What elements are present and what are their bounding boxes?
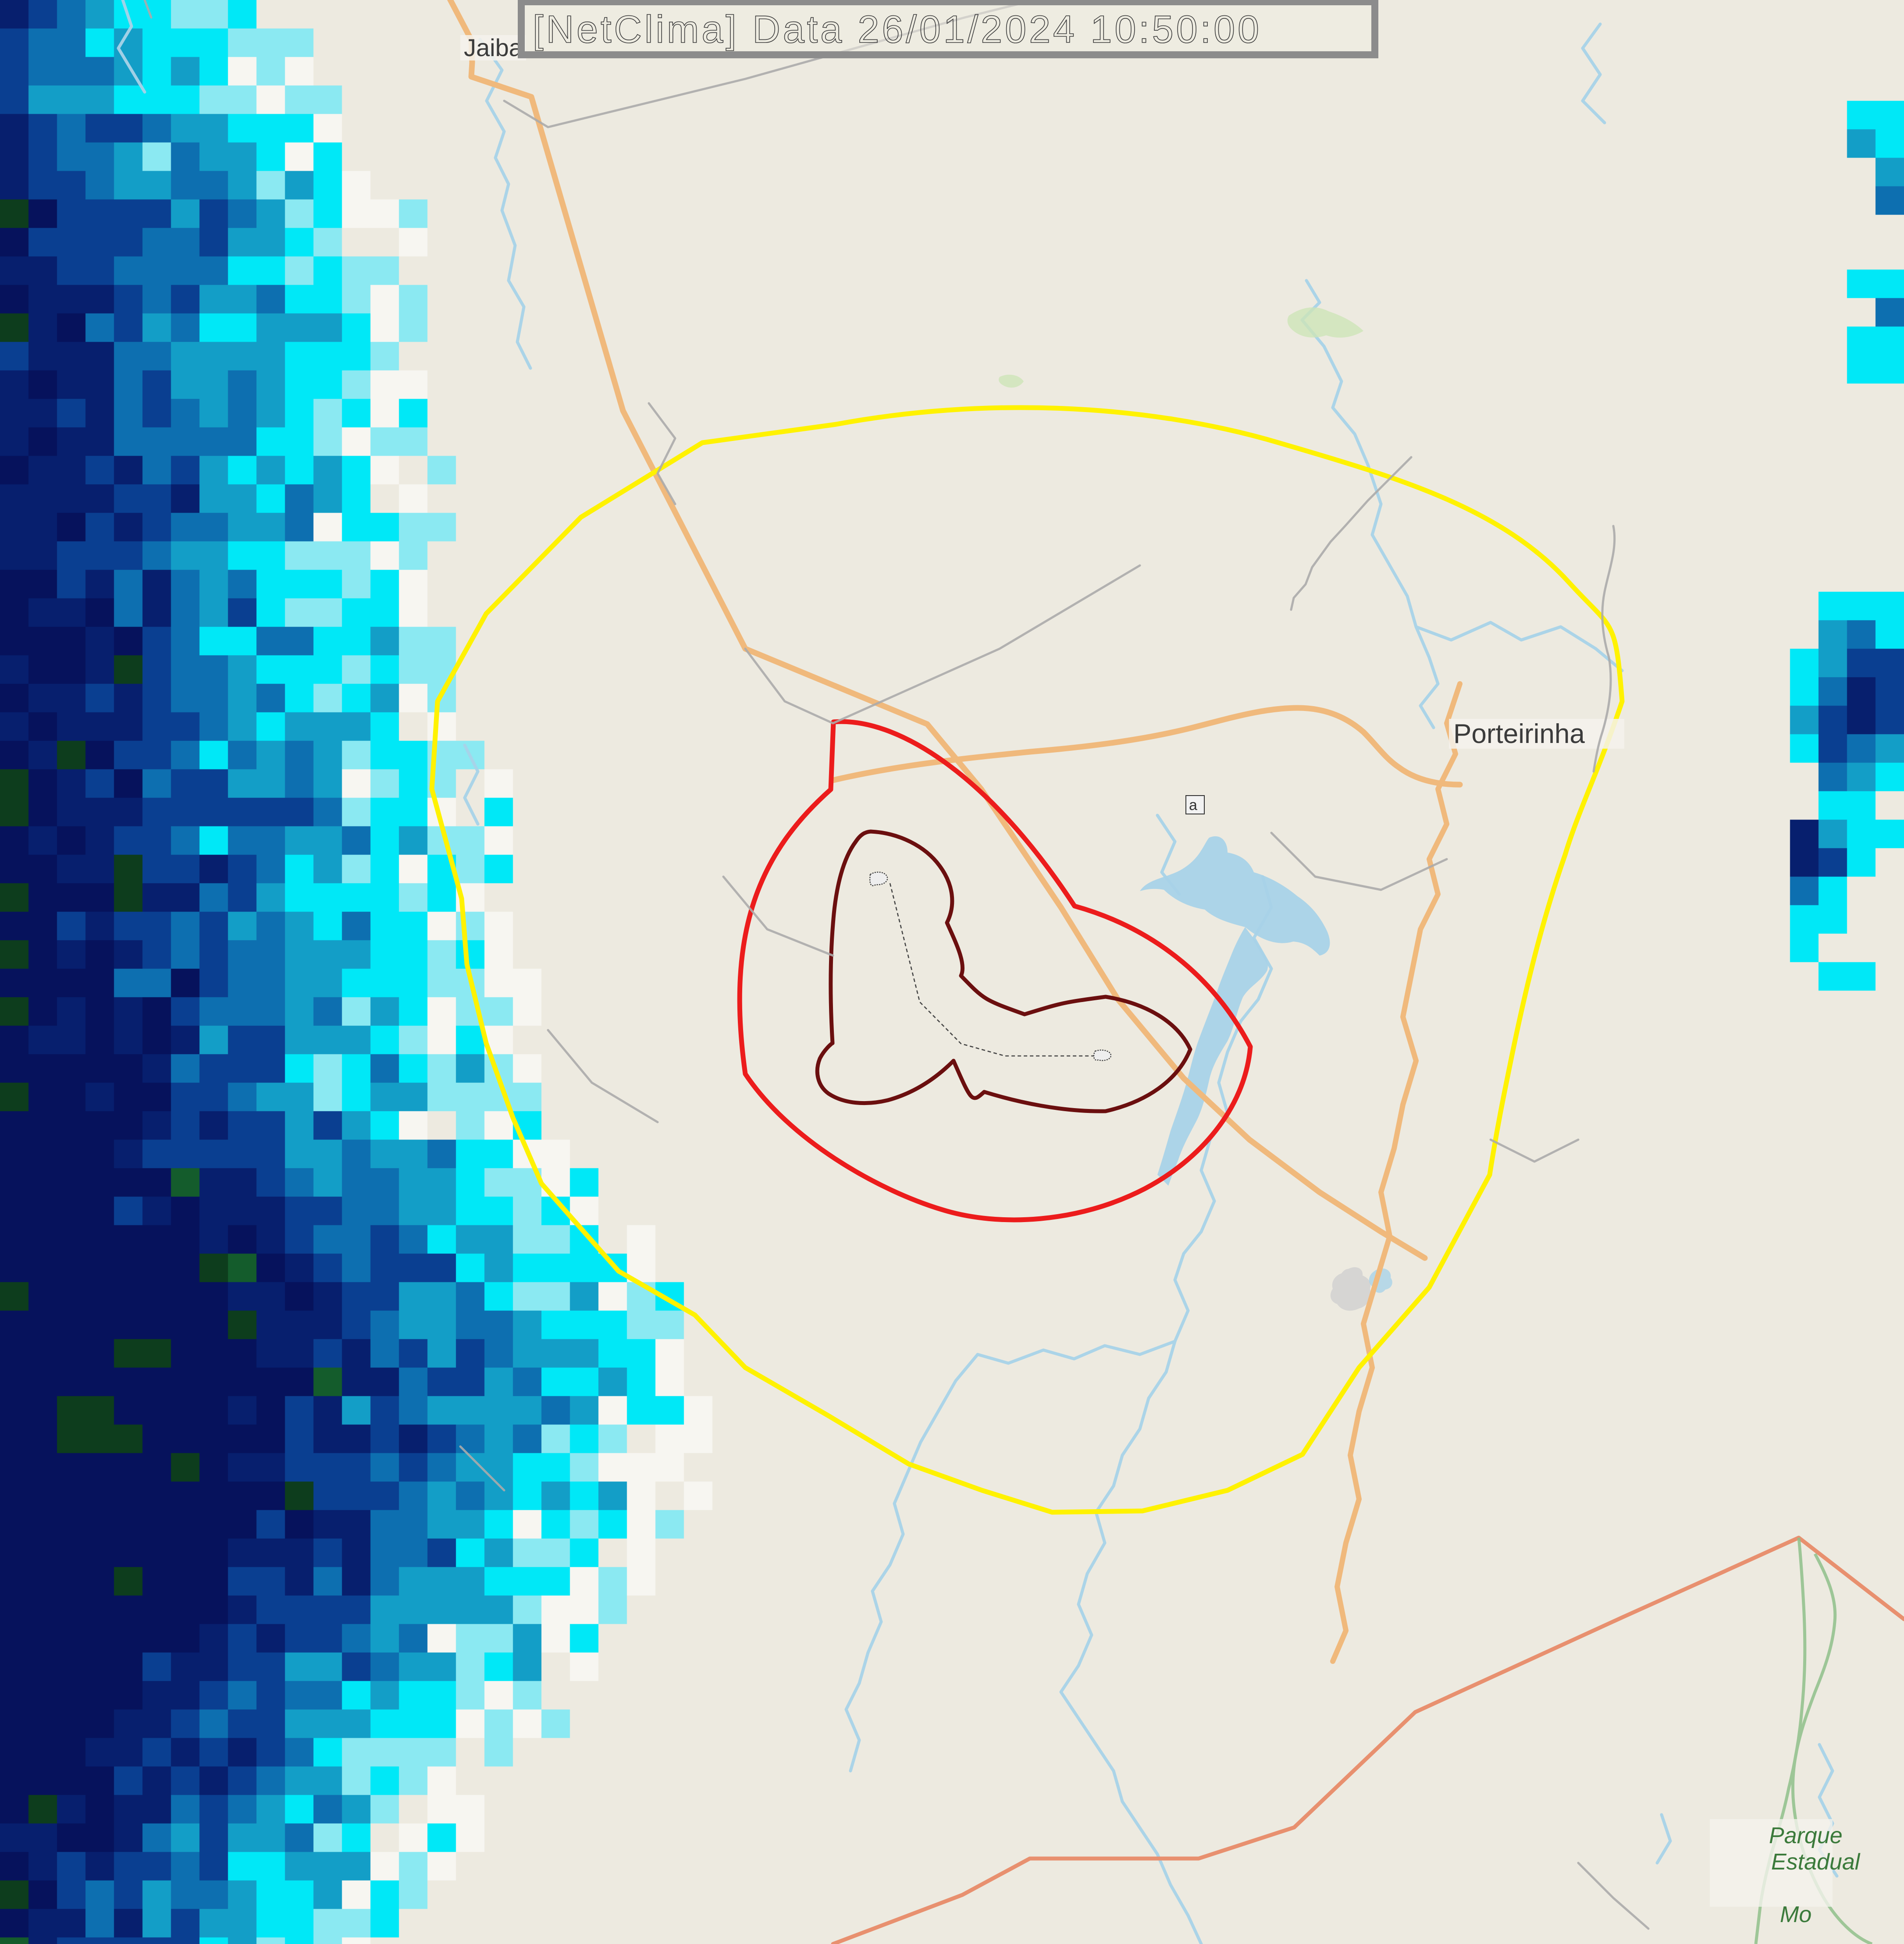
- svg-text:a: a: [1189, 797, 1197, 814]
- svg-text:Mo: Mo: [1780, 1902, 1811, 1927]
- svg-text:Parque: Parque: [1769, 1823, 1843, 1848]
- svg-text:[NetClima] Data 26/01/2024 10:: [NetClima] Data 26/01/2024 10:50:00: [533, 7, 1262, 51]
- svg-text:Porteirinha: Porteirinha: [1453, 719, 1585, 749]
- svg-text:Estadual: Estadual: [1771, 1849, 1861, 1875]
- svg-text:Jaiba: Jaiba: [464, 34, 523, 61]
